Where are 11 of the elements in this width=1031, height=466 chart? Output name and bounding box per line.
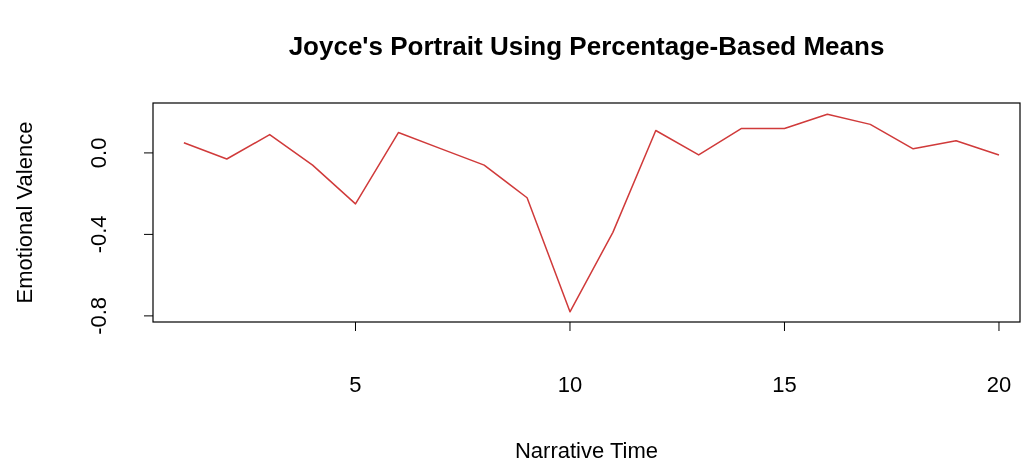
y-axis-title: Emotional Valence [12, 121, 37, 304]
y-tick-label: 0.0 [86, 137, 111, 169]
x-tick-label: 20 [986, 372, 1012, 397]
line-series [183, 113, 1000, 313]
chart-title: Joyce's Portrait Using Percentage-Based Means [288, 31, 885, 61]
x-axis-title: Narrative Time [514, 438, 659, 463]
y-tick-label: -0.4 [86, 215, 111, 254]
x-tick-label: 10 [557, 372, 583, 397]
x-tick-label: 5 [349, 372, 362, 397]
x-tick-label: 15 [772, 372, 797, 397]
y-tick-label: -0.8 [86, 296, 111, 335]
